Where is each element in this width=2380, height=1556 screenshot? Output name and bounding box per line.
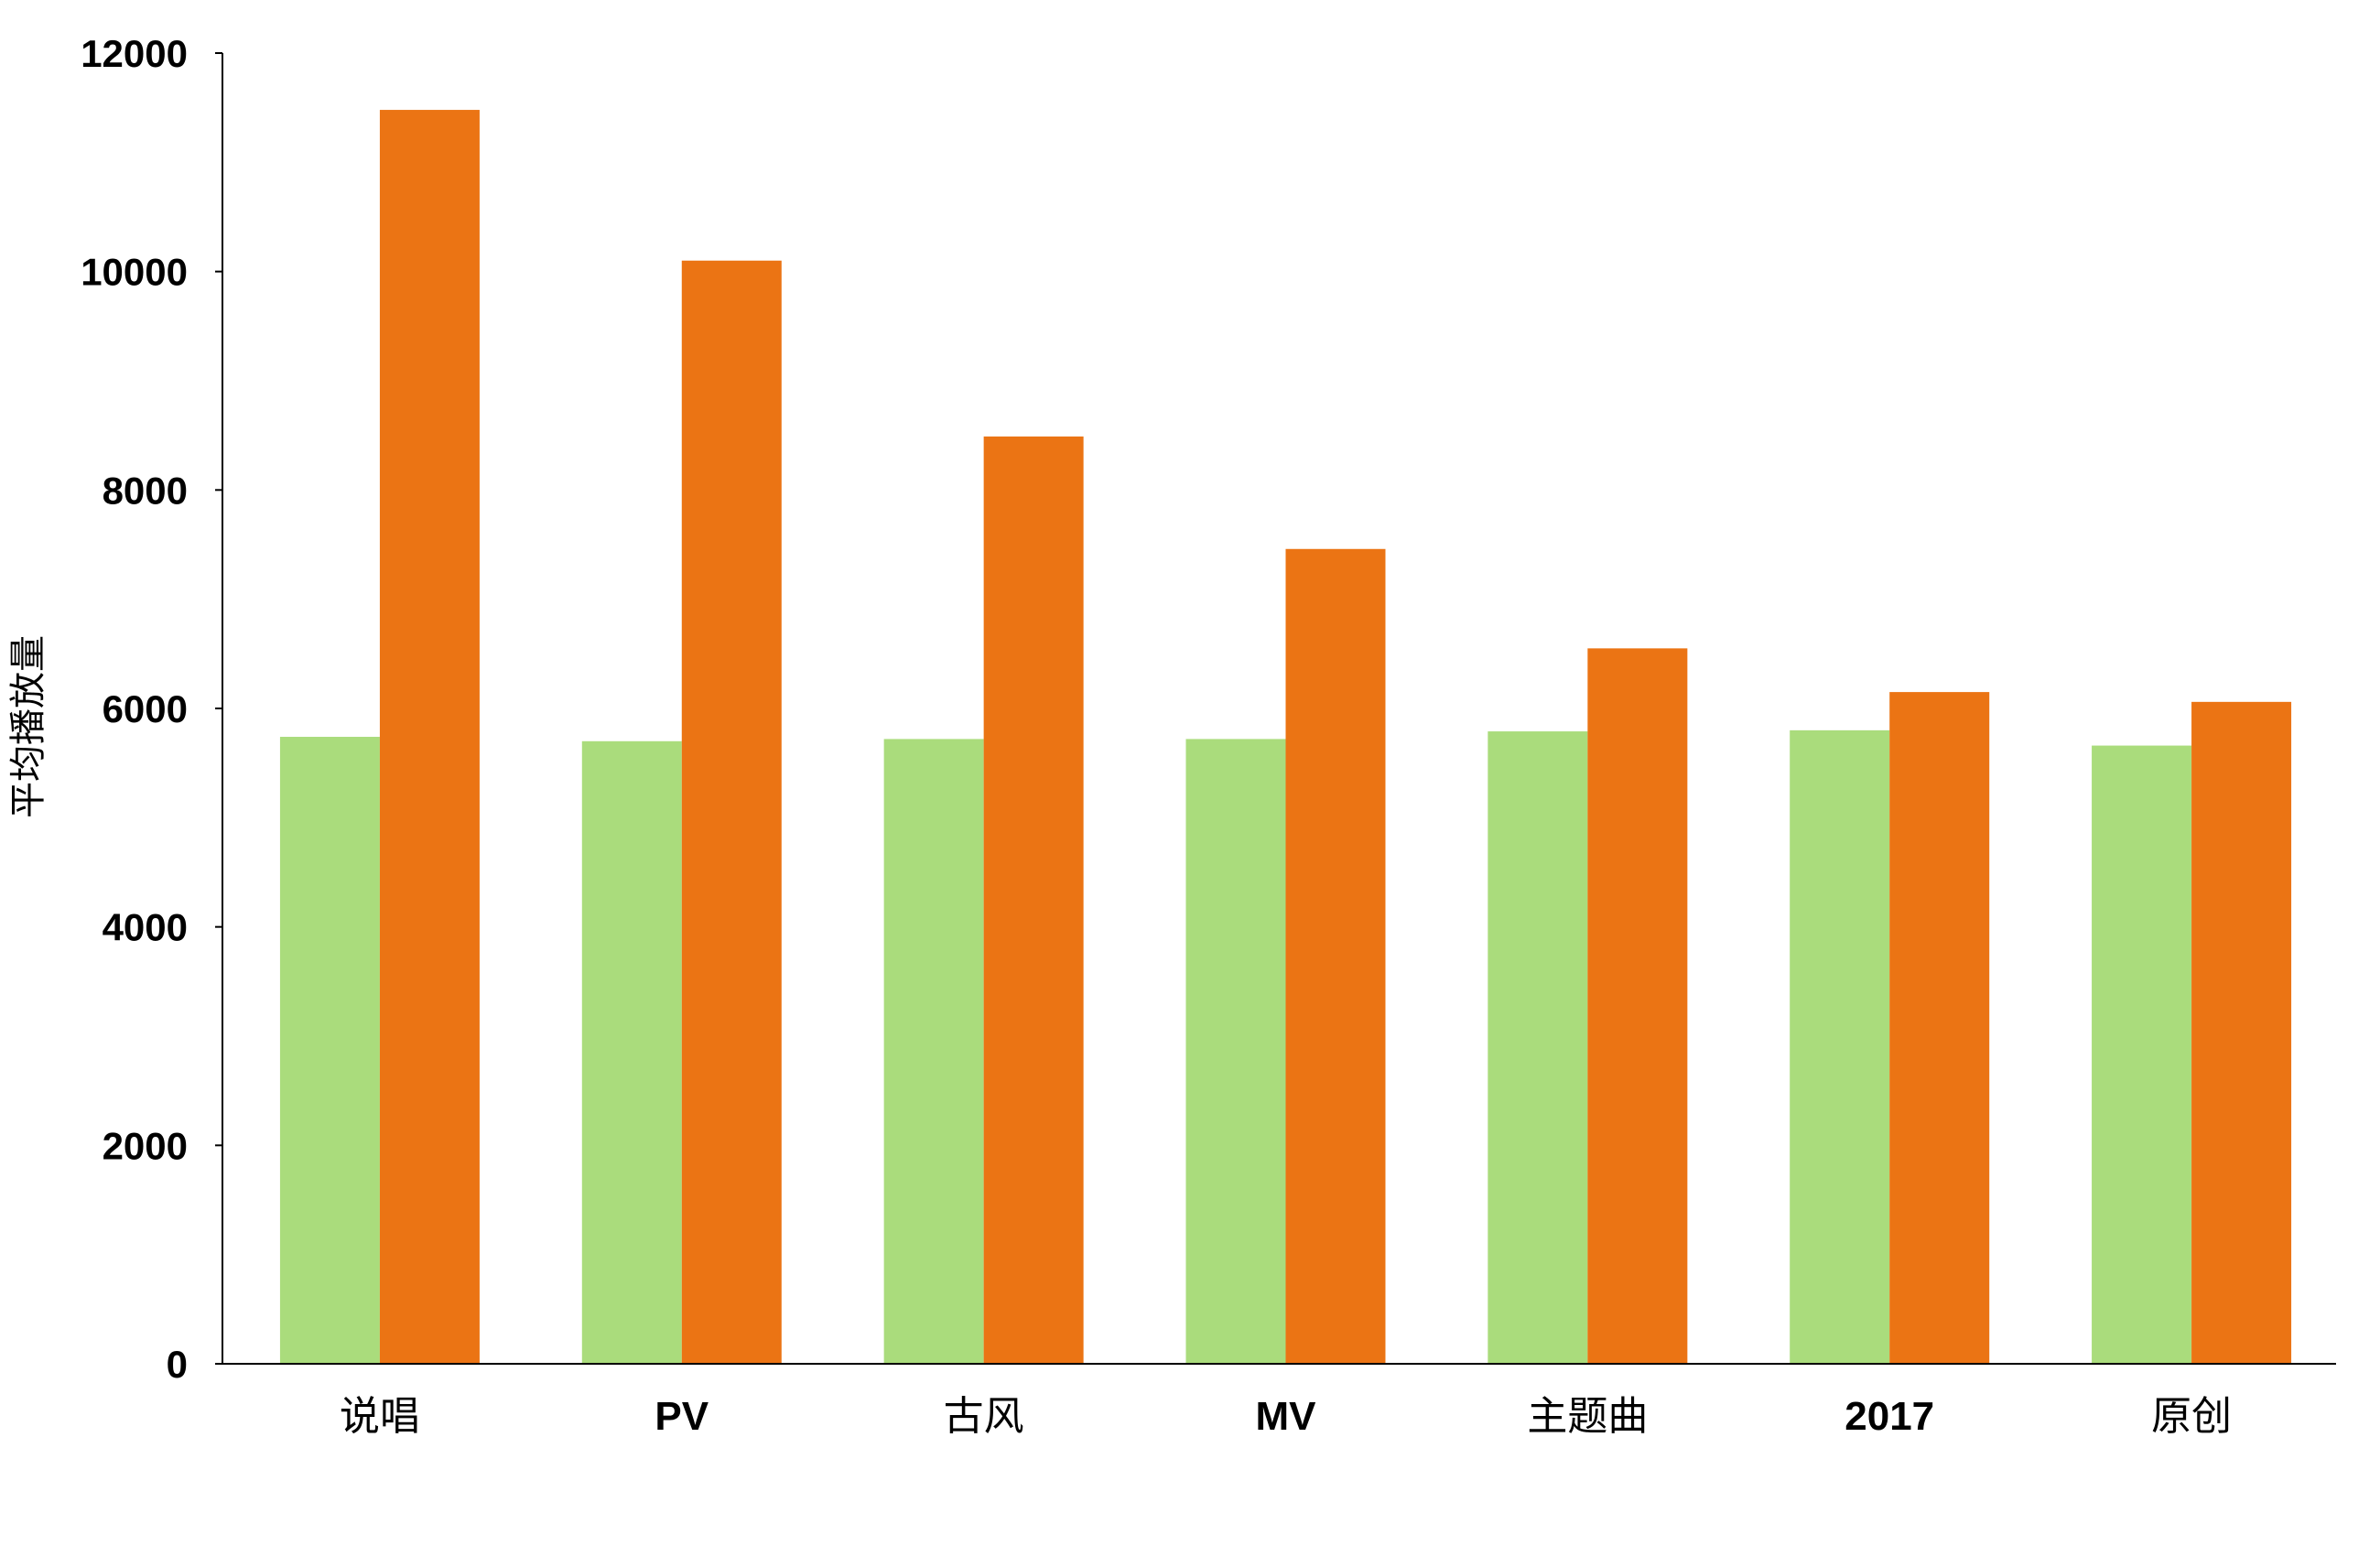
x-tick-label: MV bbox=[1256, 1394, 1317, 1439]
bar-series1-2 bbox=[581, 740, 682, 1364]
y-tick-label: 4000 bbox=[103, 906, 188, 949]
bar-series2-3 bbox=[983, 436, 1084, 1364]
bar-series2-2 bbox=[681, 260, 782, 1364]
x-tick-label: 主题曲 bbox=[1527, 1393, 1648, 1440]
x-ticks-group: 说唱 PV 古风 MV 主题曲 2017 原创 bbox=[340, 1393, 2232, 1440]
bar-series1-1 bbox=[279, 737, 380, 1364]
x-tick-label: PV bbox=[654, 1394, 709, 1439]
bar-series1-4 bbox=[1185, 739, 1286, 1364]
x-tick-label: 古风 bbox=[944, 1393, 1024, 1440]
bar-series2-1 bbox=[379, 110, 480, 1364]
x-tick-label: 说唱 bbox=[340, 1393, 420, 1440]
y-tick-label: 2000 bbox=[103, 1124, 188, 1167]
bar-series2-5 bbox=[1587, 648, 1688, 1364]
y-tick-label: 0 bbox=[167, 1343, 188, 1386]
y-tick-label: 8000 bbox=[103, 469, 188, 512]
y-tick-label: 6000 bbox=[103, 687, 188, 730]
bar-series2-7 bbox=[2191, 701, 2292, 1364]
x-tick-label: 2017 bbox=[1844, 1394, 1934, 1439]
y-ticks-group: 0 2000 4000 6000 8000 10000 12000 bbox=[81, 32, 222, 1386]
bar-series1-7 bbox=[2092, 745, 2192, 1364]
bar-series1-3 bbox=[883, 739, 984, 1364]
x-tick-label: 原创 bbox=[2151, 1393, 2232, 1440]
bar-series1-6 bbox=[1790, 729, 1890, 1364]
bar-series1-5 bbox=[1488, 731, 1588, 1364]
bar-series2-4 bbox=[1285, 548, 1386, 1364]
bar-series2-6 bbox=[1889, 692, 1990, 1364]
bars-group bbox=[279, 110, 2292, 1364]
y-axis-label: 平均播放量 bbox=[7, 635, 49, 818]
y-tick-label: 10000 bbox=[81, 251, 188, 294]
y-tick-label: 12000 bbox=[81, 32, 188, 75]
